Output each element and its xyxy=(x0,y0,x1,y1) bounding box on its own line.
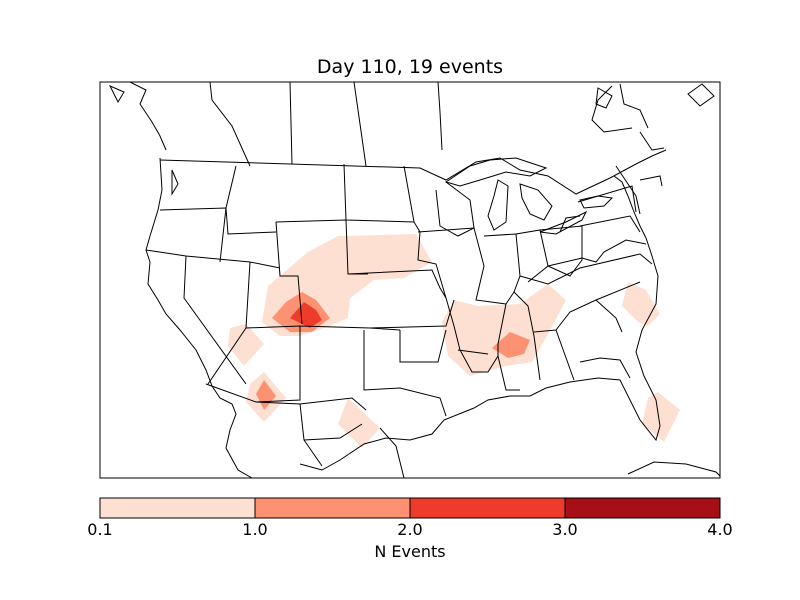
lake-superior xyxy=(444,157,548,187)
colorbar-tick-label: 4.0 xyxy=(707,520,733,539)
lake-erie xyxy=(539,210,588,235)
patch-utah-arizona xyxy=(228,324,264,366)
patch-florida xyxy=(642,392,680,442)
map-frame xyxy=(99,81,721,479)
patch-colorado-core xyxy=(290,302,322,328)
lake-huron xyxy=(519,183,553,221)
map-outlines xyxy=(108,82,720,478)
gulf-coast xyxy=(299,175,661,471)
colorbar-tick-label: 0.1 xyxy=(87,520,113,539)
map-title: Day 110, 19 events xyxy=(316,56,504,78)
colorbar-bin xyxy=(255,498,410,518)
lake-michigan xyxy=(487,179,509,231)
west-coast xyxy=(145,157,253,478)
colorbar-bins xyxy=(100,498,720,518)
patch-texas xyxy=(338,398,380,448)
colorbar-label: N Events xyxy=(374,542,446,561)
colorbar-tick-label: 3.0 xyxy=(552,520,578,539)
colorbar-tick-label: 1.0 xyxy=(242,520,268,539)
colorbar-bin xyxy=(565,498,720,518)
patch-southeast-mid xyxy=(492,332,530,358)
us-canada-border xyxy=(159,149,667,195)
patch-southeast xyxy=(442,284,566,376)
density-patches xyxy=(228,234,680,448)
colorbar-frame xyxy=(99,497,721,519)
colorbar-bin xyxy=(410,498,565,518)
colorbar-tick-label: 2.0 xyxy=(397,520,423,539)
colorbar-bin xyxy=(100,498,255,518)
